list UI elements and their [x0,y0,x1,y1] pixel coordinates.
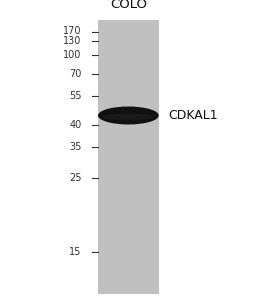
Text: 170: 170 [63,26,81,37]
Text: 70: 70 [69,69,81,80]
Text: CDKAL1: CDKAL1 [168,109,218,122]
Text: 40: 40 [69,119,81,130]
Text: 15: 15 [69,247,81,257]
Ellipse shape [103,114,154,120]
Text: 25: 25 [69,173,81,183]
Text: COLO: COLO [110,0,147,11]
Bar [98,20,159,294]
Text: 130: 130 [63,36,81,46]
Text: 35: 35 [69,142,81,152]
Text: 55: 55 [69,91,81,101]
Ellipse shape [98,106,159,124]
Text: 100: 100 [63,50,81,60]
